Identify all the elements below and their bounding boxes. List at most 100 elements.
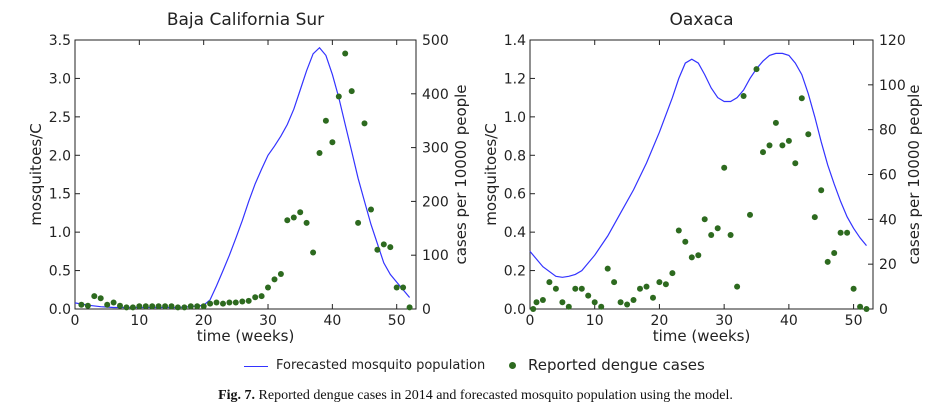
dengue-case-point	[342, 50, 349, 57]
dengue-case-point	[863, 306, 870, 312]
dengue-case-point	[604, 265, 611, 272]
dengue-case-point	[857, 303, 864, 310]
y2-tick-label: 0	[879, 302, 888, 318]
y2-tick-label: 100	[422, 248, 449, 264]
y-tick-label: 2.5	[49, 110, 71, 126]
x-tick-label: 50	[845, 313, 863, 329]
x-tick-label: 40	[780, 313, 798, 329]
y-axis-label: mosquitoes/C	[482, 123, 500, 225]
dengue-case-point	[546, 279, 553, 286]
dengue-case-point	[297, 209, 304, 216]
dengue-case-point	[387, 244, 394, 251]
dengue-case-point	[630, 297, 637, 303]
dengue-case-point	[348, 88, 355, 95]
dengue-case-point	[252, 294, 259, 301]
dengue-case-point	[284, 217, 291, 224]
caption-label: Fig. 7.	[218, 388, 256, 403]
dengue-case-point	[174, 304, 181, 311]
dengue-case-point	[168, 303, 175, 310]
dengue-case-point	[84, 302, 91, 309]
mosquito-forecast-line	[74, 46, 411, 309]
dengue-case-point	[162, 303, 169, 310]
dengue-case-point	[374, 246, 381, 253]
y2-tick-label: 200	[422, 194, 449, 210]
dengue-case-point	[734, 283, 741, 290]
x-tick-label: 20	[651, 313, 669, 329]
legend-line-label: Forecasted mosquito population	[276, 358, 486, 373]
y-tick-label: 0.6	[504, 187, 526, 203]
y-tick-label: 0.2	[504, 264, 526, 280]
plot-frame	[74, 39, 417, 310]
dengue-case-point	[747, 211, 753, 218]
dengue-case-point	[380, 241, 387, 248]
dengue-case-point	[766, 142, 773, 149]
x-tick-label: 10	[586, 313, 604, 329]
plot-frame	[529, 39, 874, 310]
dengue-case-point	[245, 297, 252, 304]
dengue-case-point	[316, 150, 323, 156]
dengue-case-point	[844, 229, 851, 236]
mosquito-forecast-line	[529, 52, 867, 278]
dengue-case-point	[142, 303, 149, 310]
dengue-case-point	[361, 120, 368, 127]
y-tick-label: 1.4	[504, 33, 526, 49]
x-axis-label: time (weeks)	[197, 327, 295, 345]
dengue-case-point	[624, 301, 631, 308]
y-tick-label: 0.5	[49, 264, 71, 280]
dengue-case-point	[129, 304, 136, 311]
dengue-case-point	[110, 299, 117, 306]
dengue-case-point	[530, 306, 537, 312]
dengue-case-point	[617, 299, 624, 306]
dengue-case-point	[837, 229, 844, 236]
dengue-case-point	[559, 299, 566, 306]
dengue-case-point	[682, 238, 689, 245]
chart-panel-2: Oaxaca 0 10 20 30 40 50 0.0 0.2 0.4 0.6 0.8 1.0 1.2 1.…	[482, 10, 923, 345]
dengue-case-point	[310, 249, 317, 256]
dengue-case-point	[818, 187, 825, 194]
y2-axis-label: cases per 10000 people	[452, 84, 470, 264]
dengue-case-point	[598, 303, 605, 310]
x-tick-label: 50	[388, 313, 406, 329]
figure-canvas: Baja California Sur 0 10 20 30 40 50 0.0 0.5 1.0 1…	[27, 10, 923, 345]
dengue-case-point	[740, 93, 747, 99]
y-tick-label: 0.4	[504, 225, 526, 241]
y-tick-label: 0.8	[504, 148, 526, 164]
dengue-case-point	[368, 206, 374, 213]
y-tick-label: 2.0	[49, 148, 71, 164]
x-tick-label: 30	[715, 313, 733, 329]
dengue-case-point	[779, 142, 786, 149]
x-tick-label: 0	[71, 313, 80, 329]
dengue-case-point	[811, 214, 818, 221]
dengue-case-point	[258, 293, 265, 300]
dengue-case-point	[78, 301, 85, 308]
legend-line-swatch	[244, 366, 268, 367]
dengue-case-point	[226, 299, 233, 306]
dengue-case-point	[643, 283, 650, 290]
x-tick-label: 0	[526, 313, 535, 329]
y2-tick-label: 500	[422, 33, 449, 49]
x-tick-label: 40	[323, 313, 341, 329]
dengue-case-point	[136, 303, 143, 310]
dengue-case-point	[239, 298, 246, 305]
dengue-case-point	[656, 279, 663, 286]
legend-scatter-label: Reported dengue cases	[528, 356, 705, 374]
dengue-case-point	[277, 271, 284, 277]
dengue-case-point	[578, 285, 585, 292]
caption-text: Reported dengue cases in 2014 and foreca…	[258, 388, 733, 403]
dengue-case-point	[785, 137, 792, 144]
dengue-case-point	[637, 285, 643, 292]
dengue-case-point	[831, 250, 838, 256]
y2-tick-label: 300	[422, 141, 449, 157]
dengue-case-point	[753, 66, 760, 73]
dengue-case-point	[552, 285, 559, 292]
dengue-case-point	[721, 164, 728, 171]
figure-caption: Fig. 7. Reported dengue cases in 2014 an…	[0, 388, 951, 404]
dengue-case-point	[572, 285, 579, 292]
dengue-case-point	[104, 301, 111, 308]
y2-tick-label: 60	[879, 168, 897, 184]
dengue-case-point	[232, 299, 239, 306]
y2-tick-label: 0	[422, 302, 431, 318]
dengue-case-point	[335, 93, 342, 100]
dengue-case-point	[688, 254, 695, 261]
dengue-case-point	[591, 299, 598, 306]
